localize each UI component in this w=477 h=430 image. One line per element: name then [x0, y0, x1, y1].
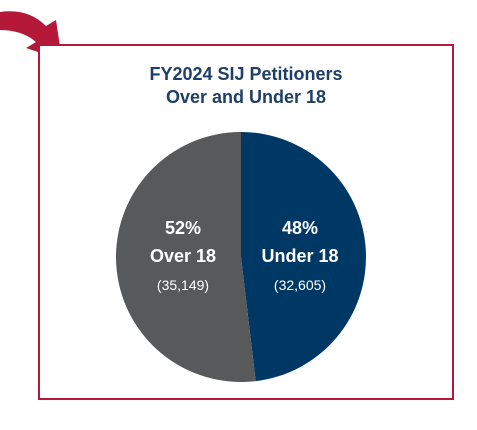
over-18-count-label: (35,149)	[157, 277, 209, 293]
chart-title: FY2024 SIJ Petitioners Over and Under 18	[38, 63, 454, 109]
over-18-percent-label: 52%	[165, 218, 201, 238]
chart-title-line-2: Over and Under 18	[165, 87, 327, 107]
chart-title-line-1: FY2024 SIJ Petitioners	[149, 64, 343, 84]
over-18-category-label: Over 18	[150, 246, 216, 266]
under-18-category-label: Under 18	[261, 246, 338, 266]
pie-slice-under-18	[241, 132, 366, 382]
under-18-percent-label: 48%	[282, 218, 318, 238]
pie-slice-over-18	[115, 132, 256, 382]
under-18-count-label: (32,605)	[274, 277, 326, 293]
